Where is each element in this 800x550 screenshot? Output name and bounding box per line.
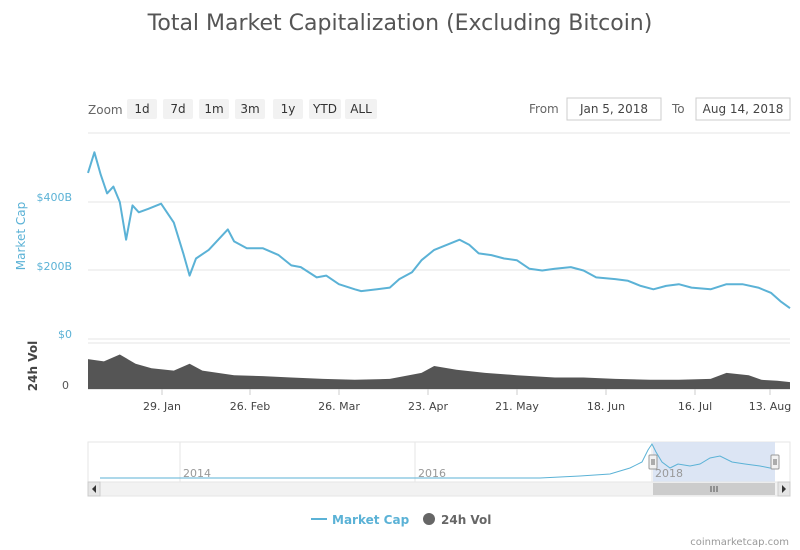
scrollbar[interactable] — [87, 481, 791, 497]
volume-y-tick-0: 0 — [62, 379, 69, 392]
x-tick-label-16jul: 16. Jul — [678, 400, 712, 413]
y-tick-200b: $200B — [36, 260, 72, 273]
from-label: From — [529, 102, 559, 116]
navigator-tick-2016: 2016 — [418, 467, 446, 480]
from-date-input[interactable]: Jan 5, 2018 — [566, 97, 662, 121]
x-tick-label-18jun: 18. Jun — [587, 400, 625, 413]
x-tick-label-23apr: 23. Apr — [408, 400, 448, 413]
scrollbar-grip-icon — [710, 486, 718, 492]
x-tick-label-21may: 21. May — [495, 400, 539, 413]
zoom-button-3m-label: 3m — [240, 102, 259, 116]
zoom-button-1y-label: 1y — [281, 102, 296, 116]
scroll-right-button[interactable] — [777, 481, 791, 497]
x-tick-label-26feb: 26. Feb — [230, 400, 270, 413]
zoom-button-ytd[interactable]: YTD — [309, 99, 341, 119]
zoom-button-1d[interactable]: 1d — [127, 99, 157, 119]
scroll-left-button[interactable] — [87, 481, 101, 497]
legend-dot-icon — [423, 513, 435, 525]
zoom-label: Zoom — [88, 103, 123, 117]
zoom-button-1m-label: 1m — [204, 102, 223, 116]
x-tick-label-13aug: 13. Aug — [749, 400, 791, 413]
from-date-value: Jan 5, 2018 — [579, 102, 648, 116]
y-tick-400b: $400B — [36, 191, 72, 204]
legend-label-volume: 24h Vol — [441, 513, 491, 527]
navigator-handle-left[interactable] — [648, 454, 658, 470]
x-tick-label-29jan: 29. Jan — [143, 400, 181, 413]
y-tick-0: $0 — [58, 328, 72, 341]
credit-link[interactable]: coinmarketcap.com — [690, 537, 789, 548]
navigator-tick-2014: 2014 — [183, 467, 211, 480]
legend: Market Cap 24h Vol — [311, 513, 491, 527]
arrow-left-icon — [92, 485, 96, 493]
navigator[interactable]: 2014 2016 2018 — [87, 441, 791, 483]
x-tick-marks — [161, 389, 771, 395]
navigator-selection[interactable] — [653, 442, 775, 482]
y-axis-label-volume: 24h Vol — [26, 341, 40, 391]
volume-area — [88, 354, 790, 389]
legend-item-volume[interactable]: 24h Vol — [423, 513, 491, 527]
zoom-button-1y[interactable]: 1y — [273, 99, 303, 119]
arrow-right-icon — [782, 485, 786, 493]
y-axis-label-market-cap: Market Cap — [14, 202, 28, 270]
chart-title: Total Market Capitalization (Excluding B… — [147, 11, 653, 36]
to-date-input[interactable]: Aug 14, 2018 — [695, 97, 791, 121]
zoom-button-7d[interactable]: 7d — [163, 99, 193, 119]
navigator-handle-right[interactable] — [770, 454, 780, 470]
navigator-tick-2018: 2018 — [655, 467, 683, 480]
zoom-button-all[interactable]: ALL — [345, 99, 377, 119]
zoom-button-3m[interactable]: 3m — [235, 99, 265, 119]
zoom-button-1d-label: 1d — [134, 102, 149, 116]
zoom-button-all-label: ALL — [350, 102, 372, 116]
main-gridlines — [88, 132, 790, 340]
to-label: To — [671, 102, 685, 116]
to-date-value: Aug 14, 2018 — [703, 102, 784, 116]
zoom-button-1m[interactable]: 1m — [199, 99, 229, 119]
legend-label-market-cap: Market Cap — [332, 513, 410, 527]
x-tick-label-26mar: 26. Mar — [318, 400, 360, 413]
navigator-series-line — [100, 443, 776, 479]
market-cap-line — [87, 151, 791, 310]
zoom-button-ytd-label: YTD — [312, 102, 337, 116]
legend-item-market-cap[interactable]: Market Cap — [311, 513, 410, 527]
zoom-button-7d-label: 7d — [170, 102, 185, 116]
